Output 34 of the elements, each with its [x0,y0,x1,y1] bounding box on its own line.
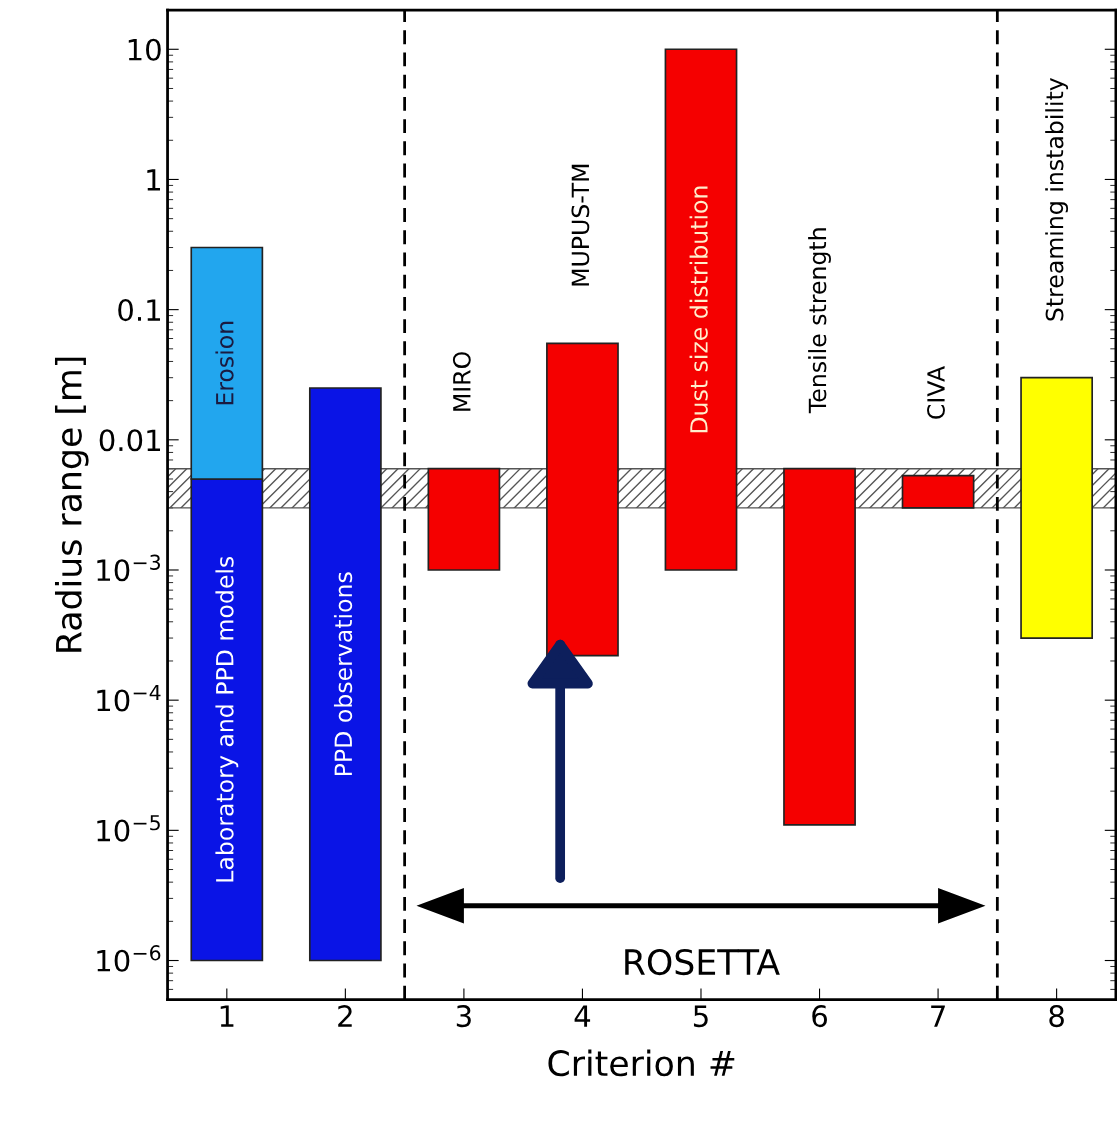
bar [664,48,738,571]
series-label: PPD observations [333,572,353,775]
y-tick-label: 0.01 [99,429,160,452]
bar [783,467,856,826]
series-label: Dust size distribution [689,186,708,433]
x-tick-label: 7 [931,1005,945,1027]
text: CIVA [927,366,945,419]
annotation: ROSETTA [625,948,780,976]
x-axis-title: Criterion # [548,1049,735,1077]
x-tick-label: 3 [456,1005,471,1028]
bar [901,474,975,509]
y-axis-title: Radius range [m] [54,357,89,652]
x-tick-label: 5 [693,1005,708,1028]
y-tick-label: 10$^{−3}$ [97,554,160,582]
text: MUPUS-TM [571,164,590,286]
y-tick-label: 10$^{−4}$ [97,684,161,712]
text: Tensile strength [808,228,831,414]
bar [1020,376,1094,639]
y-tick-label: 10 [128,38,161,61]
y-tick-label: 10$^{−6}$ [97,945,161,972]
x-tick-label: 2 [338,1005,352,1027]
x-tick-label: 4 [574,1005,591,1027]
text: Streaming instability [1045,77,1069,321]
bar [308,387,382,962]
series-label: Erosion [215,321,234,405]
series-label: Laboratory and PPD models [215,556,239,882]
bar [427,467,501,571]
y-tick-label: 1 [147,169,160,191]
text: MIRO [452,352,471,411]
y-tick-label: 0.1 [118,299,160,322]
x-tick-label: 6 [812,1005,827,1028]
y-tick-label: 10$^{−5}$ [97,815,160,842]
x-tick-label: 8 [1049,1005,1064,1028]
x-tick-label: 1 [220,1005,234,1027]
